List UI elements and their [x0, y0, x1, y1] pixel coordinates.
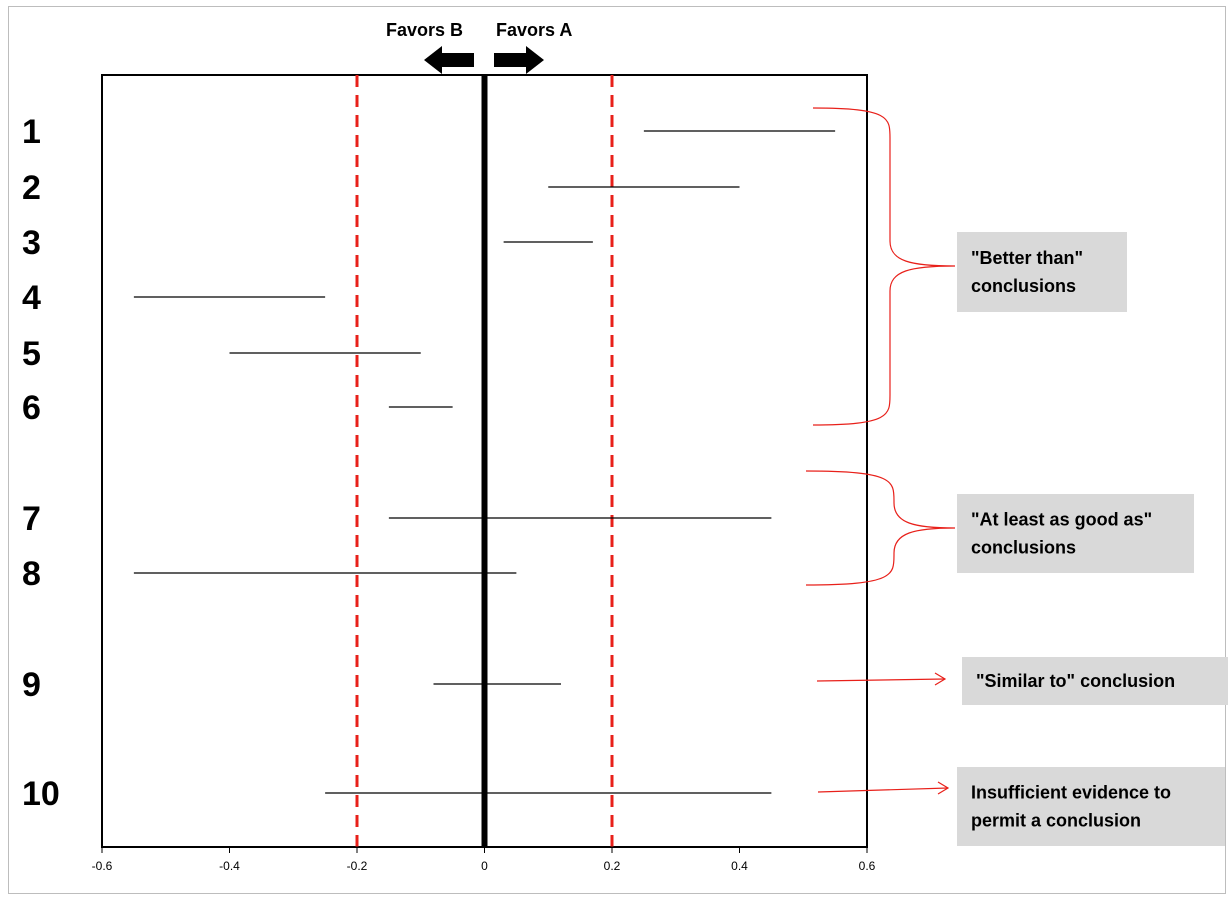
annotation-box — [957, 494, 1194, 573]
brace-icon — [805, 470, 956, 586]
arrow-right-icon — [494, 46, 544, 74]
brace-icon — [812, 107, 956, 426]
annotation-box — [957, 767, 1225, 846]
x-tick-label: 0.6 — [859, 859, 876, 873]
x-tick-label: 0 — [481, 859, 488, 873]
x-tick-label: 0.2 — [604, 859, 621, 873]
annotation-text: "Better than" — [971, 248, 1083, 268]
annotation-text: conclusions — [971, 538, 1076, 558]
x-tick-label: 0.4 — [731, 859, 748, 873]
annotation-text: "Similar to" conclusion — [976, 671, 1175, 691]
row-label: 4 — [22, 279, 41, 317]
chart-frame — [8, 6, 1226, 894]
annotation-text: conclusions — [971, 276, 1076, 296]
annotation-box — [957, 232, 1127, 312]
annotation-text: Insufficient evidence to — [971, 783, 1171, 803]
row-label: 9 — [22, 666, 41, 704]
annotation-text: "At least as good as" — [971, 510, 1152, 530]
row-label: 10 — [22, 775, 60, 813]
row-label: 3 — [22, 224, 41, 262]
annotations: "Better than" conclusions "At least as goo… — [805, 107, 1228, 846]
annotation-box — [962, 657, 1228, 705]
x-tick-label: -0.2 — [347, 859, 368, 873]
row-label: 6 — [22, 389, 41, 427]
row-label: 1 — [22, 113, 41, 151]
x-axis: -0.6 -0.4 -0.2 0 0.2 0.4 0.6 — [92, 846, 876, 873]
arrow-left-icon — [424, 46, 474, 74]
plot-area — [101, 74, 868, 848]
interval-rows: 1 2 3 4 5 6 7 8 9 10 — [22, 113, 836, 813]
annotation-arrow-line — [817, 787, 949, 793]
annotation-arrow-line — [816, 678, 946, 682]
row-label: 8 — [22, 555, 41, 593]
favors-a-label: Favors A — [496, 20, 572, 40]
arrow-head-icon — [934, 672, 947, 686]
row-label: 7 — [22, 500, 41, 538]
favors-b-label: Favors B — [386, 20, 463, 40]
annotation-text: permit a conclusion — [971, 811, 1141, 831]
row-label: 2 — [22, 169, 41, 207]
direction-indicator: Favors B Favors A — [386, 20, 572, 74]
row-label: 5 — [22, 335, 41, 373]
x-tick-label: -0.6 — [92, 859, 113, 873]
x-tick-label: -0.4 — [219, 859, 240, 873]
arrow-head-icon — [937, 781, 950, 795]
